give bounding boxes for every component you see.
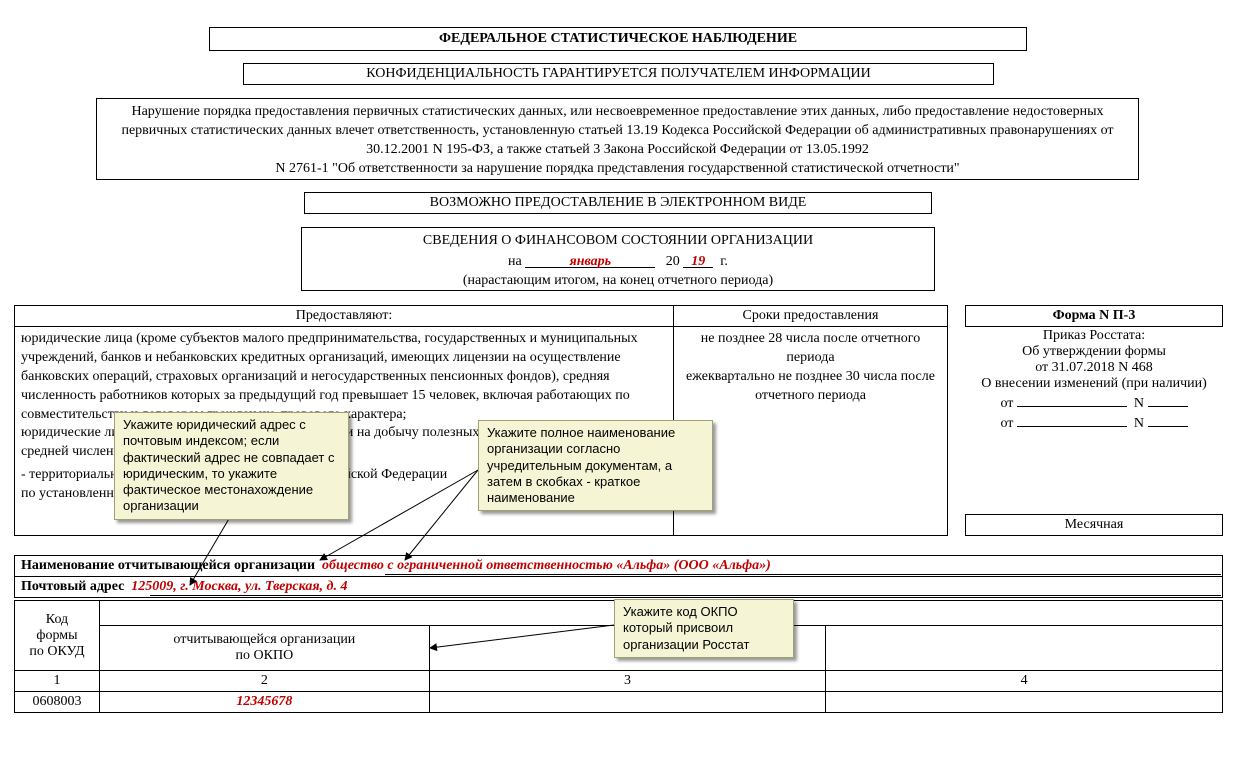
codes-okpo[interactable]: 12345678 — [99, 692, 429, 713]
changes-num-2[interactable] — [1148, 412, 1188, 427]
codes-col2-header: отчитывающейся организации по ОКПО — [99, 626, 429, 671]
tooltip-okpo-text: Укажите код ОКПО который присвоил органи… — [623, 604, 749, 652]
org-name-underline — [385, 574, 1221, 575]
providers-header: Предоставляют: — [14, 305, 674, 327]
col2-h1: отчитывающейся организации — [173, 632, 355, 647]
changes-num-1[interactable] — [1148, 392, 1188, 407]
changes-date-2[interactable] — [1017, 412, 1127, 427]
title-text: ФЕДЕРАЛЬНОЕ СТАТИСТИЧЕСКОЕ НАБЛЮДЕНИЕ — [439, 31, 797, 47]
codes-col1-header: Код формы по ОКУД — [15, 601, 100, 671]
tooltip-address: Укажите юридический адрес с почтовым инд… — [114, 412, 349, 520]
info-title: СВЕДЕНИЯ О ФИНАНСОВОМ СОСТОЯНИИ ОРГАНИЗА… — [308, 232, 928, 251]
form-changes-row1: от N — [965, 392, 1223, 412]
periodicity-box: Месячная — [965, 514, 1223, 536]
deadlines-body-text: не позднее 28 числа после отчетного пери… — [686, 331, 935, 403]
liability-box: Нарушение порядка предоставления первичн… — [96, 98, 1139, 180]
codes-num-2: 2 — [99, 671, 429, 692]
period-month[interactable]: январь — [569, 254, 611, 269]
codes-col3-value[interactable] — [429, 692, 826, 713]
form-header: Форма N П-3 — [965, 305, 1223, 327]
electronic-box: ВОЗМОЖНО ПРЕДОСТАВЛЕНИЕ В ЭЛЕКТРОННОМ ВИ… — [304, 192, 932, 214]
form-header-text: Форма N П-3 — [1053, 308, 1136, 324]
form-order-line1: Об утверждении формы — [965, 344, 1223, 360]
col1-h1: Код — [46, 612, 68, 627]
col1-h3: по ОКУД — [29, 644, 84, 659]
period-note: (нарастающим итогом, на конец отчетного … — [308, 272, 928, 291]
changes-n-2: N — [1134, 416, 1144, 431]
period-year-suffix: г. — [720, 254, 728, 269]
codes-num-4: 4 — [826, 671, 1223, 692]
info-box: СВЕДЕНИЯ О ФИНАНСОВОМ СОСТОЯНИИ ОРГАНИЗА… — [301, 227, 935, 291]
changes-from-1: от — [1000, 396, 1013, 411]
title-box: ФЕДЕРАЛЬНОЕ СТАТИСТИЧЕСКОЕ НАБЛЮДЕНИЕ — [209, 27, 1027, 51]
codes-num-3: 3 — [429, 671, 826, 692]
org-address-label: Почтовый адрес — [21, 579, 124, 595]
form-changes-row2: от N — [965, 412, 1223, 432]
changes-date-1[interactable] — [1017, 392, 1127, 407]
tooltip-orgname: Укажите полное наименование организации … — [478, 420, 713, 511]
page-root: ФЕДЕРАЛЬНОЕ СТАТИСТИЧЕСКОЕ НАБЛЮДЕНИЕ КО… — [0, 0, 1236, 777]
form-order-body: Приказ Росстата: Об утверждении формы от… — [965, 328, 1223, 432]
org-name-label: Наименование отчитывающейся организации — [21, 558, 315, 574]
codes-okpo-value[interactable]: 12345678 — [236, 694, 292, 709]
period-year-prefix: 20 — [666, 254, 680, 269]
col2-h2: по ОКПО — [236, 648, 294, 663]
period-line: на январь 20 19 г. — [308, 253, 928, 272]
changes-n-1: N — [1134, 396, 1144, 411]
tooltip-address-text: Укажите юридический адрес с почтовым инд… — [123, 417, 334, 513]
org-address-underline — [150, 595, 1221, 596]
changes-from-2: от — [1000, 416, 1013, 431]
codes-col4-value[interactable] — [826, 692, 1223, 713]
deadlines-body: не позднее 28 числа после отчетного пери… — [673, 326, 948, 536]
electronic-text: ВОЗМОЖНО ПРЕДОСТАВЛЕНИЕ В ЭЛЕКТРОННОМ ВИ… — [430, 195, 807, 211]
providers-header-text: Предоставляют: — [296, 308, 392, 324]
codes-okud: 0608003 — [15, 692, 100, 713]
codes-value-row: 0608003 12345678 — [15, 692, 1223, 713]
liability-text: Нарушение порядка предоставления первичн… — [121, 104, 1113, 176]
periodicity-text: Месячная — [1065, 517, 1124, 533]
codes-num-1: 1 — [15, 671, 100, 692]
form-order-line2: от 31.07.2018 N 468 — [965, 360, 1223, 376]
codes-col4-header — [826, 626, 1223, 671]
col1-h2: формы — [36, 628, 77, 643]
period-prefix: на — [508, 254, 522, 269]
deadlines-header: Сроки предоставления — [673, 305, 948, 327]
tooltip-orgname-text: Укажите полное наименование организации … — [487, 425, 675, 505]
org-address-value[interactable]: 125009, г. Москва, ул. Тверская, д. 4 — [131, 579, 347, 595]
form-order-title: Приказ Росстата: — [965, 328, 1223, 344]
confidentiality-box: КОНФИДЕНЦИАЛЬНОСТЬ ГАРАНТИРУЕТСЯ ПОЛУЧАТ… — [243, 63, 994, 85]
org-name-value[interactable]: общество с ограниченной ответственностью… — [322, 558, 771, 574]
form-changes-title: О внесении изменений (при наличии) — [965, 376, 1223, 392]
period-year[interactable]: 19 — [691, 254, 705, 269]
deadlines-header-text: Сроки предоставления — [743, 308, 879, 324]
confidentiality-text: КОНФИДЕНЦИАЛЬНОСТЬ ГАРАНТИРУЕТСЯ ПОЛУЧАТ… — [366, 66, 871, 82]
codes-number-row: 1 2 3 4 — [15, 671, 1223, 692]
tooltip-okpo: Укажите код ОКПО который присвоил органи… — [614, 599, 794, 658]
